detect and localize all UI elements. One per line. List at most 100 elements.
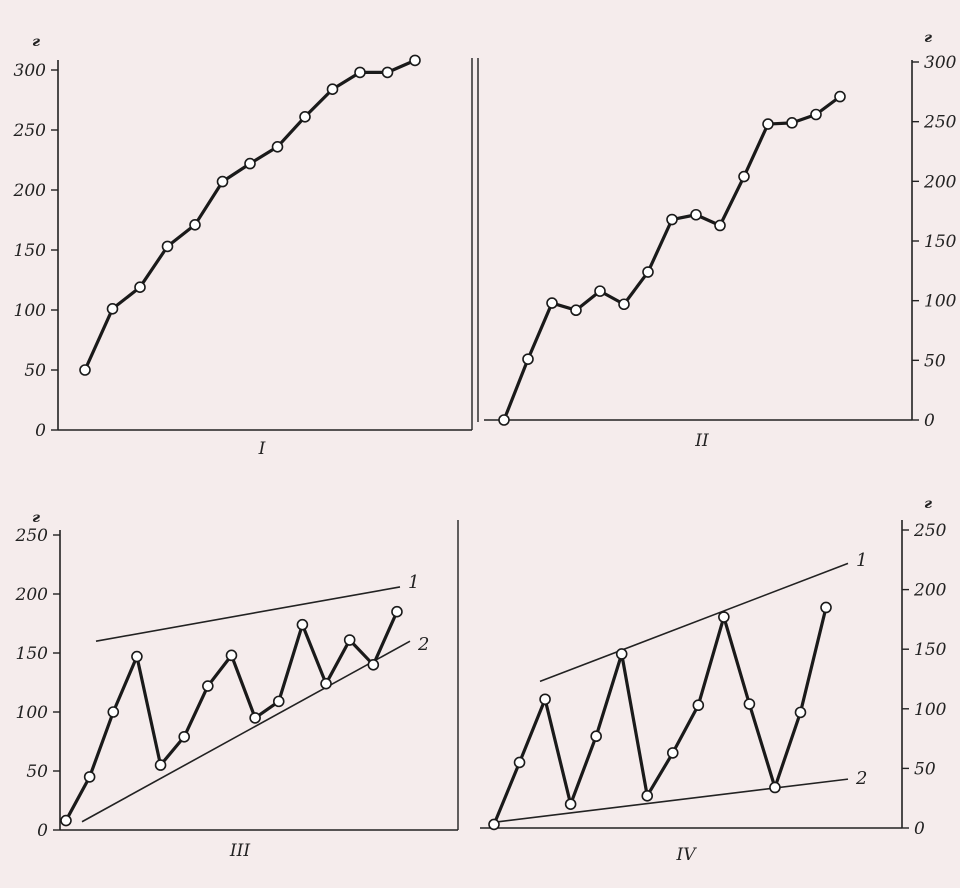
data-point bbox=[60, 814, 72, 827]
data-point bbox=[107, 706, 120, 718]
y-tick-label: 50 bbox=[24, 361, 46, 381]
y-tick-label: 50 bbox=[26, 762, 48, 782]
data-point bbox=[131, 650, 143, 663]
data-point bbox=[590, 730, 602, 743]
guide-line-label: 2 bbox=[417, 634, 429, 655]
y-tick-label: 100 bbox=[914, 700, 947, 720]
y-tick-label: 200 bbox=[15, 585, 49, 605]
guide-line-1 bbox=[539, 562, 849, 683]
y-tick-label: 150 bbox=[914, 640, 947, 660]
data-point bbox=[786, 117, 798, 129]
data-point bbox=[391, 605, 403, 618]
data-point bbox=[381, 66, 394, 79]
data-point bbox=[539, 693, 551, 706]
data-point bbox=[714, 219, 726, 232]
data-point bbox=[810, 108, 822, 121]
data-point bbox=[79, 364, 91, 376]
guide-line-2 bbox=[495, 778, 849, 823]
y-unit-label: г bbox=[32, 34, 40, 50]
data-point bbox=[666, 747, 679, 759]
data-point bbox=[594, 285, 606, 297]
y-tick-label: 0 bbox=[37, 821, 48, 841]
guide-line-label: 1 bbox=[408, 572, 419, 593]
y-unit-label: г bbox=[924, 496, 932, 512]
data-point bbox=[692, 699, 705, 712]
y-tick-label: 200 bbox=[913, 581, 947, 601]
series-line bbox=[492, 607, 828, 826]
guide-line-1 bbox=[95, 586, 401, 642]
y-tick-label: 200 bbox=[13, 181, 47, 201]
panel-1: 0 50 100 150 200 250 300 г I bbox=[13, 34, 473, 459]
data-point bbox=[189, 219, 201, 231]
y-tick-label: 250 bbox=[15, 526, 49, 546]
data-point bbox=[343, 634, 356, 646]
data-point bbox=[244, 157, 256, 170]
data-point bbox=[546, 297, 558, 309]
y-tick-label: 250 bbox=[13, 121, 47, 141]
data-point bbox=[615, 648, 628, 660]
data-point bbox=[409, 54, 421, 67]
series-line bbox=[502, 95, 841, 421]
data-point bbox=[718, 611, 730, 623]
data-point bbox=[488, 818, 500, 831]
data-point bbox=[641, 790, 654, 802]
y-tick-label: 300 bbox=[14, 61, 47, 81]
data-point bbox=[666, 213, 678, 226]
panel-label: I bbox=[258, 439, 266, 459]
data-point bbox=[794, 706, 807, 719]
data-point bbox=[216, 175, 229, 188]
data-point bbox=[272, 695, 285, 708]
data-point bbox=[743, 698, 756, 710]
data-point bbox=[738, 170, 750, 183]
y-tick-label: 50 bbox=[924, 351, 946, 371]
y-unit-label: г bbox=[924, 30, 932, 46]
data-point bbox=[769, 781, 781, 794]
y-tick-label: 150 bbox=[14, 241, 47, 261]
panel-label: IV bbox=[676, 845, 698, 865]
data-point bbox=[820, 601, 832, 614]
data-point bbox=[498, 414, 510, 426]
data-point bbox=[618, 298, 630, 311]
data-point bbox=[513, 756, 526, 769]
data-point bbox=[106, 302, 119, 315]
data-point bbox=[249, 712, 261, 724]
y-tick-label: 0 bbox=[914, 819, 925, 839]
data-point bbox=[83, 771, 96, 783]
data-point bbox=[225, 649, 238, 662]
data-point bbox=[320, 677, 332, 690]
y-tick-label: 300 bbox=[924, 53, 957, 73]
y-tick-label: 250 bbox=[913, 521, 947, 541]
y-tick-label: 150 bbox=[16, 644, 49, 664]
data-point bbox=[326, 83, 339, 95]
y-tick-label: 0 bbox=[35, 421, 46, 441]
y-tick-label: 200 bbox=[923, 172, 957, 192]
guide-line-label: 1 bbox=[856, 550, 867, 571]
data-point bbox=[522, 353, 534, 365]
data-point bbox=[642, 266, 654, 278]
data-point bbox=[834, 90, 846, 103]
y-tick-label: 100 bbox=[924, 292, 957, 312]
data-point bbox=[271, 141, 284, 153]
y-tick-label: 100 bbox=[14, 301, 47, 321]
y-tick-label: 100 bbox=[16, 703, 49, 723]
data-point bbox=[762, 118, 774, 130]
panel-4: 0 50 100 150 200 250 г IV 1 2 bbox=[480, 496, 947, 865]
data-point bbox=[367, 658, 380, 671]
data-point bbox=[354, 66, 366, 79]
data-point bbox=[296, 618, 309, 631]
data-point bbox=[134, 281, 146, 294]
series-line bbox=[83, 58, 416, 371]
panel-2: 0 50 100 150 200 250 300 г II bbox=[477, 30, 957, 451]
data-point bbox=[570, 304, 582, 317]
panel-label: II bbox=[694, 431, 709, 451]
data-point bbox=[202, 680, 214, 692]
data-point bbox=[690, 208, 702, 221]
data-point bbox=[154, 759, 167, 771]
data-point bbox=[299, 111, 311, 123]
data-point bbox=[564, 798, 577, 810]
y-tick-label: 50 bbox=[914, 759, 936, 779]
guide-line-label: 2 bbox=[855, 768, 867, 789]
panel-label: III bbox=[229, 841, 250, 861]
